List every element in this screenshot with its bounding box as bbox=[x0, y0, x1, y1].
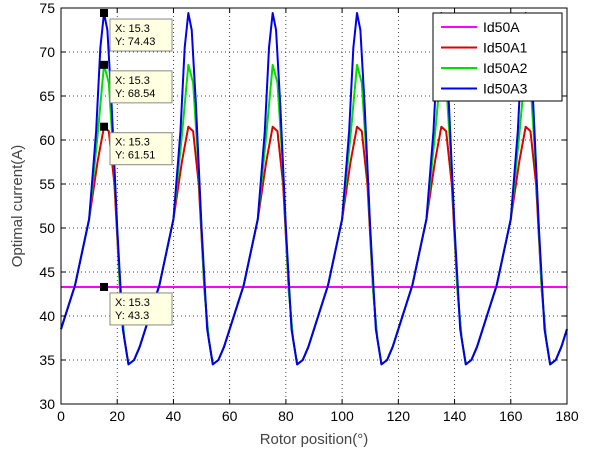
x-tick-label: 20 bbox=[109, 408, 125, 424]
y-axis-label: Optimal current(A) bbox=[9, 145, 26, 268]
datatip[interactable]: X: 15.3Y: 61.51 bbox=[100, 122, 173, 166]
series-line-id50a3 bbox=[60, 12, 568, 366]
legend-label: Id50A3 bbox=[483, 81, 528, 97]
datatip[interactable]: X: 15.3Y: 74.43 bbox=[100, 9, 173, 52]
x-tick-label: 140 bbox=[443, 408, 467, 424]
datatip-box bbox=[109, 18, 173, 52]
y-tick-label: 60 bbox=[39, 132, 55, 148]
datatip-y-label: Y: 68.54 bbox=[115, 88, 155, 100]
datatip[interactable]: X: 15.3Y: 43.3 bbox=[100, 282, 173, 326]
y-tick-label: 70 bbox=[39, 44, 55, 60]
series-lines bbox=[60, 12, 568, 366]
x-tick-label: 160 bbox=[499, 408, 523, 424]
y-tick-label: 65 bbox=[39, 88, 55, 104]
datatip-box bbox=[109, 132, 173, 166]
legend-label: Id50A2 bbox=[483, 60, 528, 76]
y-tick-label: 45 bbox=[39, 264, 55, 280]
axis-ticks: 0 20 40 60 80 100 120 140 160 180 30 35 40 45 50 55 60 65… bbox=[39, 0, 578, 424]
datatip-x-label: X: 15.3 bbox=[115, 137, 150, 149]
plot-frame bbox=[60, 7, 568, 405]
x-tick-label: 40 bbox=[166, 408, 182, 424]
x-tick-label: 80 bbox=[278, 408, 294, 424]
x-tick-label: 60 bbox=[222, 408, 238, 424]
legend-label: Id50A bbox=[483, 19, 520, 35]
y-tick-label: 35 bbox=[39, 352, 55, 368]
legend: Id50A Id50A1 Id50A2 Id50A3 bbox=[432, 12, 563, 102]
datatip-x-label: X: 15.3 bbox=[115, 75, 150, 87]
datatip-y-label: Y: 74.43 bbox=[115, 36, 155, 48]
datatips: X: 15.3Y: 74.43X: 15.3Y: 68.54X: 15.3Y: … bbox=[100, 9, 173, 326]
y-tick-label: 55 bbox=[39, 176, 55, 192]
datatip-marker[interactable] bbox=[100, 9, 109, 18]
datatip-marker[interactable] bbox=[100, 282, 109, 291]
x-axis-label: Rotor position(°) bbox=[260, 431, 369, 448]
x-tick-label: 120 bbox=[387, 408, 411, 424]
legend-label: Id50A1 bbox=[483, 40, 528, 56]
datatip-y-label: Y: 43.3 bbox=[115, 310, 149, 322]
datatip-y-label: Y: 61.51 bbox=[115, 150, 155, 162]
datatip[interactable]: X: 15.3Y: 68.54 bbox=[100, 60, 173, 104]
datatip-marker[interactable] bbox=[100, 60, 109, 69]
x-tick-label: 0 bbox=[57, 408, 65, 424]
datatip-marker[interactable] bbox=[100, 122, 109, 131]
x-tick-label: 100 bbox=[330, 408, 354, 424]
y-tick-label: 40 bbox=[39, 308, 55, 324]
y-tick-label: 50 bbox=[39, 220, 55, 236]
y-tick-label: 75 bbox=[39, 0, 55, 16]
y-tick-label: 30 bbox=[39, 396, 55, 412]
datatip-box bbox=[109, 292, 173, 326]
datatip-box bbox=[109, 70, 173, 104]
datatip-x-label: X: 15.3 bbox=[115, 297, 150, 309]
datatip-x-label: X: 15.3 bbox=[115, 23, 150, 35]
x-tick-label: 180 bbox=[555, 408, 579, 424]
